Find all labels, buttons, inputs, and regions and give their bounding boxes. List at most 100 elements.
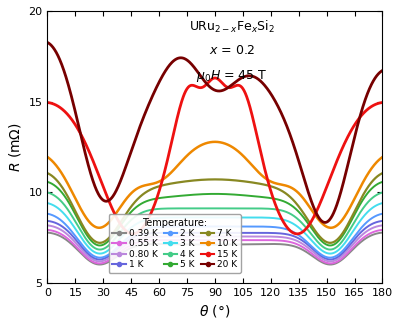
Line: 3 K: 3 K [48, 203, 382, 254]
20 K [248, 74, 253, 78]
20 K [323, 220, 328, 224]
Line: 15 K: 15 K [48, 78, 382, 234]
0.80 K [249, 234, 254, 238]
0.55 K [249, 238, 254, 242]
0.80 K [240, 234, 245, 238]
15 K [259, 155, 264, 159]
1 K [97, 258, 102, 261]
20 K [258, 80, 263, 83]
1 K [380, 219, 385, 223]
0.80 K [66, 233, 70, 237]
Line: 7 K: 7 K [48, 173, 382, 243]
20 K [380, 68, 385, 72]
Text: $x$ = 0.2: $x$ = 0.2 [209, 44, 255, 56]
2 K [240, 225, 245, 229]
10 K [380, 155, 385, 159]
15 K [240, 87, 245, 91]
5 K [249, 194, 254, 198]
0.80 K [259, 234, 264, 238]
3 K [299, 228, 304, 232]
0.55 K [240, 238, 245, 242]
Line: 5 K: 5 K [48, 182, 382, 245]
15 K [249, 111, 254, 115]
2 K [300, 236, 304, 240]
15 K [131, 232, 136, 236]
Text: URu$_{2-x}$Fe$_x$Si$_2$: URu$_{2-x}$Fe$_x$Si$_2$ [189, 19, 275, 35]
1 K [300, 238, 304, 242]
X-axis label: $\theta$ (°): $\theta$ (°) [199, 303, 231, 319]
1 K [259, 231, 264, 235]
10 K [212, 140, 217, 144]
Line: 0.39 K: 0.39 K [48, 232, 382, 264]
3 K [66, 216, 70, 220]
Line: 20 K: 20 K [48, 42, 382, 222]
Line: 10 K: 10 K [48, 142, 382, 228]
4 K [334, 245, 339, 249]
10 K [97, 226, 102, 230]
7 K [380, 171, 385, 175]
4 K [66, 208, 70, 212]
20 K [240, 76, 244, 80]
10 K [300, 195, 305, 199]
2 K [334, 254, 339, 258]
0.80 K [97, 259, 102, 263]
0.55 K [97, 261, 102, 265]
Line: 0.55 K: 0.55 K [48, 230, 382, 263]
Y-axis label: $R$ (m$\Omega$): $R$ (m$\Omega$) [7, 122, 23, 172]
4 K [249, 206, 254, 210]
4 K [259, 207, 264, 211]
0.39 K [66, 239, 70, 243]
2 K [66, 225, 70, 229]
Line: 2 K: 2 K [48, 214, 382, 258]
7 K [45, 171, 50, 175]
0.39 K [380, 230, 385, 234]
0.80 K [45, 223, 50, 227]
5 K [300, 214, 304, 217]
0.39 K [334, 261, 339, 265]
20 K [66, 82, 70, 86]
5 K [259, 195, 264, 199]
0.55 K [66, 237, 70, 241]
5 K [240, 193, 245, 197]
5 K [66, 200, 70, 203]
4 K [380, 190, 385, 194]
10 K [66, 182, 70, 186]
0.39 K [249, 242, 254, 246]
7 K [334, 238, 339, 242]
15 K [334, 159, 339, 163]
3 K [380, 201, 385, 205]
3 K [328, 252, 332, 256]
5 K [334, 241, 339, 245]
7 K [240, 179, 245, 183]
2 K [45, 212, 50, 215]
2 K [259, 225, 264, 229]
7 K [249, 180, 254, 184]
3 K [240, 215, 244, 219]
7 K [98, 241, 102, 245]
10 K [334, 224, 339, 228]
3 K [248, 215, 253, 219]
20 K [334, 204, 339, 208]
Line: 0.80 K: 0.80 K [48, 225, 382, 261]
15 K [300, 230, 305, 234]
0.80 K [380, 223, 385, 227]
0.55 K [259, 238, 264, 242]
10 K [249, 163, 254, 167]
4 K [45, 190, 50, 194]
0.80 K [300, 242, 304, 245]
2 K [249, 225, 254, 229]
0.39 K [240, 243, 245, 246]
10 K [240, 154, 245, 157]
3 K [334, 250, 339, 254]
0.55 K [300, 245, 304, 249]
10 K [259, 173, 264, 177]
0.39 K [45, 230, 50, 234]
7 K [259, 182, 264, 186]
5 K [98, 244, 102, 247]
4 K [98, 248, 102, 252]
15 K [45, 100, 50, 104]
3 K [258, 215, 263, 219]
0.55 K [45, 228, 50, 232]
0.55 K [334, 260, 339, 264]
4 K [300, 221, 304, 225]
